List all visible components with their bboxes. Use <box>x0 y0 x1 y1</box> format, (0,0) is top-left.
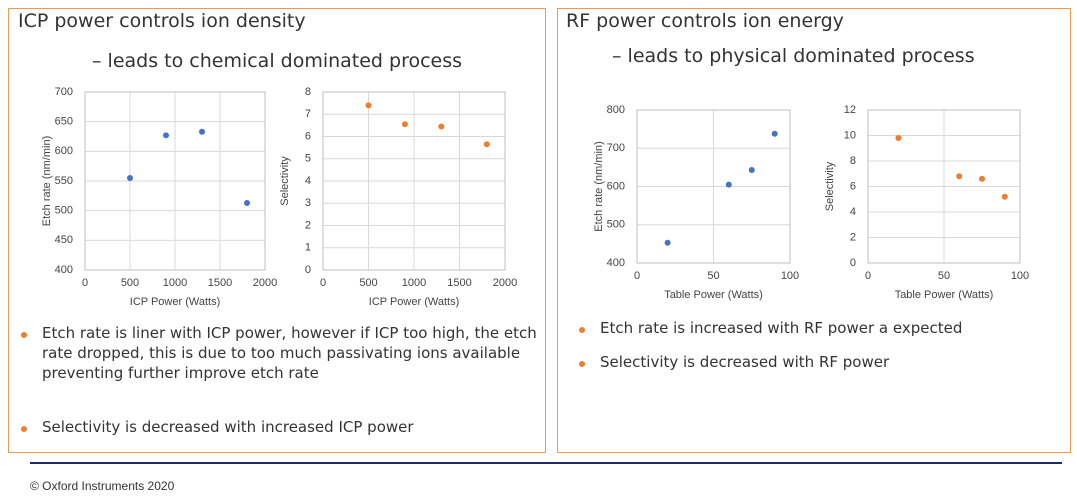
x-tick-label: 500 <box>359 277 377 289</box>
point <box>163 132 169 139</box>
y-tick-label: 650 <box>55 116 73 128</box>
point <box>401 121 408 128</box>
plot-frame <box>867 109 1021 264</box>
y-tick-label: 10 <box>844 129 856 141</box>
y-tick-label: 0 <box>850 257 856 269</box>
bullet: Etch rate is increased with RF power a e… <box>579 318 1060 338</box>
footer-rule <box>30 462 1062 464</box>
bullet: Selectivity is decreased with RF power <box>579 352 1060 372</box>
y-tick-label: 500 <box>607 219 625 231</box>
plot-frame <box>636 109 791 264</box>
y-tick-label: 400 <box>55 264 73 276</box>
y-tick-label: 400 <box>607 257 625 269</box>
x-tick-label: 0 <box>82 277 88 289</box>
y-tick-label: 550 <box>55 175 73 187</box>
y-tick-label: 800 <box>607 104 625 116</box>
x-tick-label: 1000 <box>402 277 426 289</box>
x-tick-label: 0 <box>320 277 326 289</box>
y-tick-label: 2 <box>305 219 311 231</box>
point <box>956 173 963 180</box>
bullet: Selectivity is decreased with increased … <box>21 417 537 437</box>
y-tick-label: 5 <box>305 153 311 165</box>
x-tick-label: 1500 <box>447 277 471 289</box>
y-tick-label: 6 <box>305 130 311 142</box>
y-axis-label: Selectivity <box>279 156 291 206</box>
x-tick-label: 0 <box>634 270 640 282</box>
x-tick-label: 1500 <box>208 277 232 289</box>
point <box>244 199 250 206</box>
x-tick-label: 100 <box>781 270 799 282</box>
y-axis-label: Etch rate (nm/min) <box>593 141 605 231</box>
point <box>771 130 778 137</box>
x-axis-label: ICP Power (Watts) <box>130 296 220 308</box>
x-axis-label: Table Power (Watts) <box>664 289 763 301</box>
y-tick-label: 700 <box>607 142 625 154</box>
y-tick-label: 12 <box>844 104 856 116</box>
point <box>895 135 902 142</box>
x-tick-label: 0 <box>865 270 871 282</box>
y-tick-label: 4 <box>305 175 311 187</box>
plot-frame <box>84 91 266 271</box>
x-axis-label: ICP Power (Watts) <box>369 296 459 308</box>
right-panel <box>557 8 1071 453</box>
point <box>1001 193 1008 200</box>
x-tick-label: 1000 <box>163 277 187 289</box>
y-tick-label: 1 <box>305 242 311 254</box>
point <box>748 167 755 174</box>
x-tick-label: 50 <box>707 270 719 282</box>
panel-subtitle: – leads to physical dominated process <box>612 45 975 67</box>
bullet: Etch rate is liner with ICP power, howev… <box>21 324 537 382</box>
point <box>438 123 445 130</box>
point <box>725 181 732 188</box>
x-tick-label: 100 <box>1011 270 1029 282</box>
y-tick-label: 6 <box>850 180 856 192</box>
point <box>483 141 490 148</box>
y-tick-label: 8 <box>305 86 311 98</box>
x-tick-label: 2000 <box>253 277 277 289</box>
x-tick-label: 2000 <box>493 277 517 289</box>
x-tick-label: 500 <box>121 277 139 289</box>
footer: © Oxford Instruments 2020 <box>30 479 175 493</box>
y-tick-label: 0 <box>305 264 311 276</box>
panel-title: ICP power controls ion density <box>18 10 306 32</box>
point <box>979 175 985 182</box>
plot-frame <box>322 91 506 271</box>
y-tick-label: 8 <box>850 155 856 167</box>
y-tick-label: 4 <box>850 206 856 218</box>
y-tick-label: 2 <box>850 231 856 243</box>
y-tick-label: 700 <box>55 86 73 98</box>
panel-title: RF power controls ion energy <box>566 10 844 32</box>
y-tick-label: 7 <box>305 108 311 120</box>
y-tick-label: 450 <box>55 234 73 246</box>
panel-subtitle: – leads to chemical dominated process <box>92 50 463 72</box>
y-tick-label: 3 <box>305 197 311 209</box>
y-tick-label: 500 <box>55 205 73 217</box>
x-tick-label: 50 <box>938 270 950 282</box>
point <box>127 175 133 182</box>
y-axis-label: Selectivity <box>824 161 836 211</box>
point <box>199 128 205 135</box>
y-tick-label: 600 <box>55 145 73 157</box>
y-tick-label: 600 <box>607 180 625 192</box>
point <box>664 239 671 246</box>
left-panel <box>8 8 546 453</box>
y-axis-label: Etch rate (nm/min) <box>41 136 53 226</box>
point <box>365 102 372 109</box>
x-axis-label: Table Power (Watts) <box>895 289 994 301</box>
